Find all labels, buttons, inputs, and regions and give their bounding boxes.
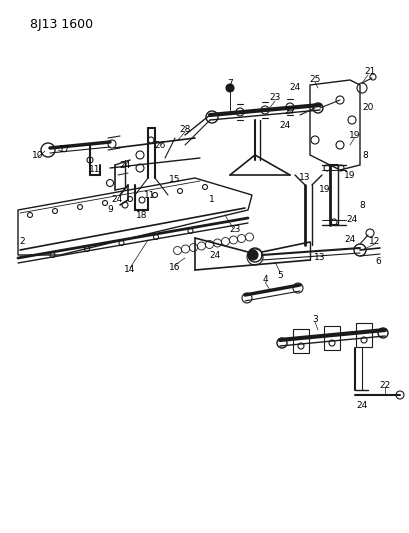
Bar [324,326,340,350]
Text: 1: 1 [209,196,215,205]
Text: 9: 9 [107,206,113,214]
Text: 16: 16 [169,263,181,272]
Text: 23: 23 [229,225,240,235]
Text: 25: 25 [309,76,321,85]
Text: 28: 28 [179,125,191,134]
Text: 24: 24 [209,251,220,260]
Text: 18: 18 [136,211,148,220]
Text: 11: 11 [144,190,156,199]
Text: 8J13 1600: 8J13 1600 [30,18,93,31]
Text: 26: 26 [154,141,166,149]
Text: 21: 21 [364,68,376,77]
Text: 13: 13 [299,174,311,182]
Text: 22: 22 [380,381,391,390]
Circle shape [226,84,234,92]
Text: 12: 12 [369,238,381,246]
Text: 24: 24 [290,84,301,93]
Text: 11: 11 [89,166,101,174]
Bar [293,329,309,353]
Text: 13: 13 [314,254,326,262]
Text: 4: 4 [262,276,268,285]
Text: 8: 8 [362,150,368,159]
Text: 24: 24 [356,400,368,409]
Text: 27: 27 [284,108,296,117]
Bar [356,323,372,347]
Text: 24: 24 [344,236,355,245]
Text: 6: 6 [375,257,381,266]
Text: 19: 19 [319,185,331,195]
Text: 17: 17 [59,146,71,155]
Text: 8: 8 [359,200,365,209]
Text: 10: 10 [32,150,44,159]
Text: 2: 2 [19,238,25,246]
Text: 24: 24 [111,196,123,205]
Text: 19: 19 [349,131,361,140]
Text: 24: 24 [279,120,291,130]
Text: 3: 3 [312,316,318,325]
Text: 14: 14 [124,265,136,274]
Text: 20: 20 [362,103,374,112]
Text: 24: 24 [346,215,357,224]
Text: 7: 7 [227,78,233,87]
Circle shape [248,250,258,260]
Text: 5: 5 [277,271,283,279]
Text: 24: 24 [119,160,130,169]
Text: 15: 15 [169,175,181,184]
Text: 23: 23 [269,93,281,102]
Text: 19: 19 [344,171,356,180]
